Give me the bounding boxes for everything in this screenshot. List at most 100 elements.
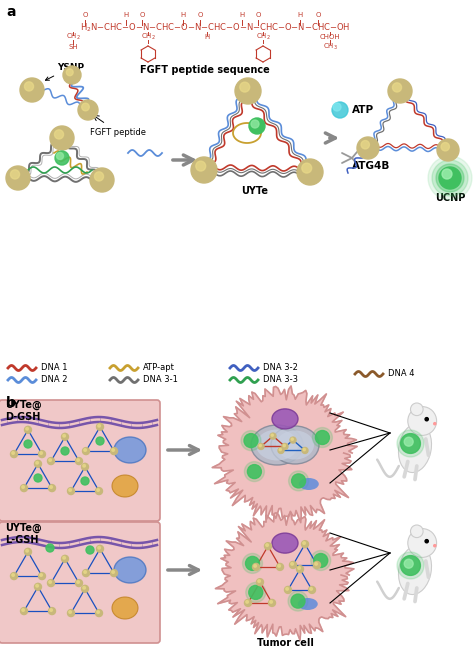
Circle shape xyxy=(302,448,308,454)
Text: FGFT peptide: FGFT peptide xyxy=(90,128,146,137)
Circle shape xyxy=(235,78,261,104)
Circle shape xyxy=(82,464,89,470)
Circle shape xyxy=(97,424,103,430)
Text: H$_2$N$-$CHC$-$O$-$N$-$CHC$-$O$-$N$-$CHC$-$O$-$N$-$CHC$-$O$-$N$-$CHC$-$OH: H$_2$N$-$CHC$-$O$-$N$-$CHC$-$O$-$N$-$CHC… xyxy=(80,22,350,34)
Circle shape xyxy=(428,156,472,200)
Ellipse shape xyxy=(272,409,298,429)
Text: DNA 4: DNA 4 xyxy=(388,369,414,379)
Circle shape xyxy=(67,610,74,617)
Circle shape xyxy=(291,438,293,440)
Circle shape xyxy=(245,599,252,607)
Circle shape xyxy=(432,160,468,196)
Text: CH$_2$: CH$_2$ xyxy=(65,32,81,42)
Circle shape xyxy=(48,484,55,492)
Circle shape xyxy=(425,540,428,543)
Circle shape xyxy=(388,79,412,103)
Circle shape xyxy=(47,580,55,587)
Circle shape xyxy=(25,548,31,555)
Circle shape xyxy=(62,434,69,440)
Circle shape xyxy=(25,426,31,434)
Circle shape xyxy=(434,423,436,425)
Text: CH$_2$: CH$_2$ xyxy=(255,32,271,42)
Circle shape xyxy=(63,66,81,84)
Circle shape xyxy=(22,609,25,611)
Circle shape xyxy=(83,464,85,467)
Circle shape xyxy=(77,459,80,462)
Circle shape xyxy=(56,152,64,160)
Circle shape xyxy=(290,561,297,568)
Circle shape xyxy=(26,428,28,430)
Circle shape xyxy=(98,546,100,549)
Ellipse shape xyxy=(299,478,319,490)
Circle shape xyxy=(47,458,55,464)
Circle shape xyxy=(241,431,261,451)
Circle shape xyxy=(315,430,329,444)
Circle shape xyxy=(26,550,28,552)
Circle shape xyxy=(61,447,69,455)
Circle shape xyxy=(66,69,73,75)
FancyBboxPatch shape xyxy=(0,522,160,643)
Circle shape xyxy=(86,546,94,554)
Circle shape xyxy=(6,166,30,190)
Circle shape xyxy=(69,489,72,492)
Ellipse shape xyxy=(251,425,303,465)
Ellipse shape xyxy=(271,426,319,464)
Ellipse shape xyxy=(272,533,298,553)
Text: CH$_2$: CH$_2$ xyxy=(141,32,155,42)
Circle shape xyxy=(75,458,82,464)
Circle shape xyxy=(301,540,309,548)
Circle shape xyxy=(357,137,379,159)
Circle shape xyxy=(404,559,413,568)
Text: H: H xyxy=(239,12,245,18)
Circle shape xyxy=(297,566,303,572)
Circle shape xyxy=(75,580,82,587)
Circle shape xyxy=(258,580,260,582)
Circle shape xyxy=(110,448,118,455)
Circle shape xyxy=(298,566,301,569)
Text: H: H xyxy=(204,34,210,40)
Circle shape xyxy=(410,403,423,415)
Circle shape xyxy=(283,444,285,447)
Circle shape xyxy=(36,462,38,464)
Circle shape xyxy=(284,587,292,593)
Text: UYTe: UYTe xyxy=(241,186,268,196)
Circle shape xyxy=(10,170,19,179)
Circle shape xyxy=(270,601,273,603)
Text: DNA 1: DNA 1 xyxy=(41,363,67,373)
Circle shape xyxy=(286,588,289,591)
Circle shape xyxy=(254,564,256,567)
Circle shape xyxy=(253,563,259,570)
Ellipse shape xyxy=(399,546,431,595)
Circle shape xyxy=(82,570,90,576)
Circle shape xyxy=(309,587,316,593)
Circle shape xyxy=(408,407,437,436)
Circle shape xyxy=(191,157,217,183)
Text: H: H xyxy=(181,12,186,18)
Circle shape xyxy=(112,449,114,452)
Circle shape xyxy=(439,167,461,189)
Circle shape xyxy=(20,78,44,102)
Circle shape xyxy=(40,452,43,454)
Text: ATG4B: ATG4B xyxy=(352,161,391,171)
Circle shape xyxy=(50,486,53,488)
Circle shape xyxy=(271,434,273,436)
Circle shape xyxy=(22,486,25,488)
Circle shape xyxy=(246,582,266,603)
Text: UYTe@
L-GSH: UYTe@ L-GSH xyxy=(5,523,42,545)
Circle shape xyxy=(96,437,104,445)
Circle shape xyxy=(437,139,459,161)
Circle shape xyxy=(290,437,296,443)
Text: O: O xyxy=(255,12,261,18)
Text: ATP-apt: ATP-apt xyxy=(143,363,175,373)
Text: SH: SH xyxy=(68,44,78,50)
Circle shape xyxy=(441,142,449,151)
Circle shape xyxy=(10,451,18,458)
Text: DNA 3-1: DNA 3-1 xyxy=(143,375,178,385)
Circle shape xyxy=(392,83,401,92)
Circle shape xyxy=(244,434,258,448)
Circle shape xyxy=(247,465,261,478)
Circle shape xyxy=(55,130,64,139)
Circle shape xyxy=(69,611,72,613)
Circle shape xyxy=(246,601,248,603)
Circle shape xyxy=(25,82,34,91)
